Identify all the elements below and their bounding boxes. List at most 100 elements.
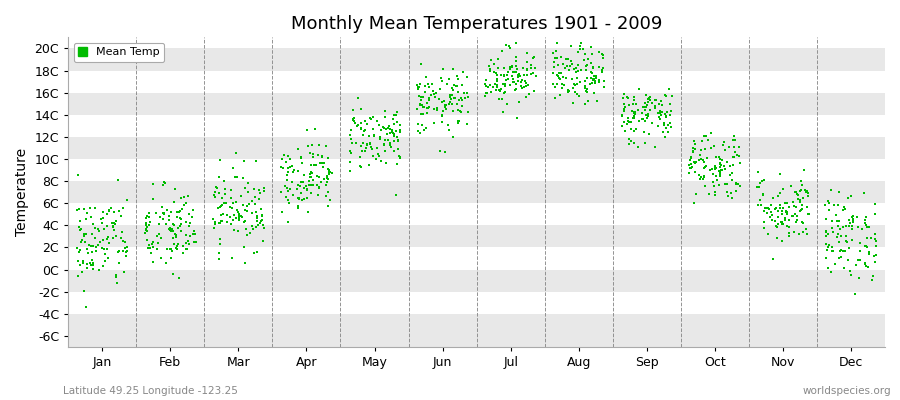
Point xyxy=(246,210,260,217)
Point xyxy=(295,197,310,204)
Point xyxy=(279,159,293,166)
Point xyxy=(498,83,512,89)
Point xyxy=(358,127,373,133)
Point xyxy=(702,191,716,197)
Point xyxy=(727,144,742,150)
Point xyxy=(825,229,840,235)
Point xyxy=(497,65,511,71)
Point xyxy=(384,127,399,133)
Point xyxy=(734,159,748,166)
Point xyxy=(146,239,160,246)
Point xyxy=(724,189,738,196)
Point xyxy=(346,107,360,113)
Point xyxy=(571,67,585,74)
Point xyxy=(727,153,742,160)
Point xyxy=(684,155,698,161)
Point xyxy=(684,165,698,172)
Point xyxy=(219,200,233,207)
Point xyxy=(645,100,660,106)
Point xyxy=(697,133,711,140)
Point xyxy=(363,140,377,147)
Point xyxy=(849,262,863,268)
Point xyxy=(724,170,739,176)
Point xyxy=(360,142,374,148)
Point xyxy=(317,160,331,166)
Point xyxy=(551,62,565,68)
Point xyxy=(428,90,442,97)
Point xyxy=(683,156,698,163)
Point xyxy=(343,158,357,165)
Point xyxy=(626,100,640,107)
Point xyxy=(491,72,505,78)
Point xyxy=(689,191,704,198)
Point xyxy=(243,230,257,236)
Point xyxy=(436,98,451,104)
Point xyxy=(281,219,295,226)
Point xyxy=(416,111,430,117)
Point xyxy=(653,98,668,104)
Point xyxy=(443,93,457,99)
Point xyxy=(208,221,222,227)
Point xyxy=(302,182,316,188)
Point xyxy=(71,258,86,265)
Point xyxy=(793,199,807,206)
Point xyxy=(478,80,492,87)
Point xyxy=(170,243,184,249)
Point xyxy=(441,127,455,133)
Point xyxy=(175,206,189,212)
Point xyxy=(520,59,535,65)
Point xyxy=(419,125,434,131)
Point xyxy=(216,200,230,206)
Point xyxy=(239,208,254,214)
Point xyxy=(496,80,510,87)
Point xyxy=(113,213,128,220)
Point xyxy=(373,122,387,128)
Point xyxy=(435,112,449,118)
Point xyxy=(697,156,711,163)
Point xyxy=(411,121,426,127)
Point xyxy=(763,214,778,220)
Point xyxy=(230,228,245,235)
Point xyxy=(659,114,673,121)
Point xyxy=(832,188,846,195)
Point xyxy=(114,234,129,241)
Point xyxy=(454,82,469,88)
Point xyxy=(314,179,328,185)
Point xyxy=(844,271,859,278)
Point xyxy=(868,211,883,217)
Point xyxy=(628,110,643,117)
Point xyxy=(496,109,510,116)
Point xyxy=(801,210,815,217)
Point xyxy=(796,220,810,226)
Point xyxy=(451,118,465,124)
Point xyxy=(626,94,641,100)
Point xyxy=(523,70,537,77)
Point xyxy=(553,92,567,98)
Point xyxy=(712,182,726,188)
Point xyxy=(859,263,873,269)
Point xyxy=(830,234,844,240)
Point xyxy=(825,225,840,232)
Point xyxy=(217,178,231,184)
Point xyxy=(837,204,851,210)
Point xyxy=(549,48,563,54)
Point xyxy=(140,224,154,230)
Point xyxy=(643,107,657,114)
Point xyxy=(274,209,289,216)
Point xyxy=(637,104,652,110)
Point xyxy=(627,114,642,121)
Point xyxy=(366,126,381,132)
Point xyxy=(76,288,91,294)
Point xyxy=(699,163,714,170)
Point xyxy=(799,231,814,237)
Point xyxy=(213,204,228,210)
Point xyxy=(515,85,529,92)
Point xyxy=(188,238,202,245)
Point xyxy=(387,138,401,144)
Point xyxy=(858,217,872,223)
Point xyxy=(178,218,193,225)
Point xyxy=(707,143,722,150)
Point xyxy=(426,88,440,94)
Point xyxy=(588,78,602,84)
Point xyxy=(546,59,561,66)
